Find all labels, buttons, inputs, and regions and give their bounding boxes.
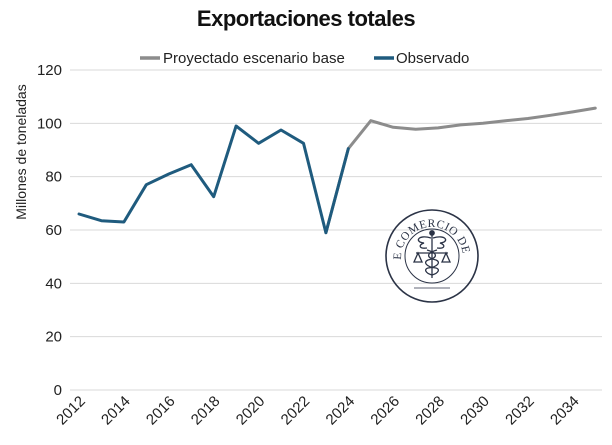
y-tick-label-100: 100 (37, 115, 62, 132)
x-tick-label-2018: 2018 (188, 393, 224, 429)
y-tick-label-20: 20 (45, 329, 62, 346)
x-tick-label-2032: 2032 (502, 393, 538, 429)
y-tick-label-0: 0 (54, 382, 62, 399)
x-tick-label-2022: 2022 (278, 393, 314, 429)
y-axis-label: Millones de toneladas (13, 84, 29, 219)
y-tick-label-40: 40 (45, 275, 62, 292)
x-tick-label-2024: 2024 (323, 393, 359, 429)
seal-inner-ring (404, 228, 460, 284)
x-tick-label-2030: 2030 (457, 393, 493, 429)
x-tick-label-2016: 2016 (143, 393, 179, 429)
legend-label-projected: Proyectado escenario base (163, 50, 345, 67)
y-tick-label-60: 60 (45, 222, 62, 239)
x-tick-label-2026: 2026 (367, 393, 403, 429)
x-tick-label-2028: 2028 (412, 393, 448, 429)
caduceus-icon (412, 230, 452, 278)
gridlines (70, 69, 602, 391)
y-tick-labels: 0 20 40 60 80 100 120 (37, 62, 62, 399)
series-lines (77, 106, 597, 235)
legend: Proyectado escenario base Observado (140, 50, 469, 67)
x-tick-label-2020: 2020 (233, 393, 269, 429)
x-tick-labels: 2012 2014 2016 2018 2020 2022 2024 2026 2028 2030… (53, 393, 582, 429)
bolsa-de-comercio-de-rosario-seal: BOLSA DE COMERCIO DE ROSARIO (385, 209, 479, 303)
series-line-observed (77, 124, 350, 235)
x-tick-label-2014: 2014 (98, 393, 134, 429)
y-tick-label-80: 80 (45, 169, 62, 186)
legend-label-observed: Observado (396, 50, 469, 67)
series-line-projected (324, 106, 597, 235)
x-tick-label-2034: 2034 (547, 393, 583, 429)
seal-outer-ring (385, 209, 479, 303)
chart-title: Exportaciones totales (196, 6, 416, 31)
y-tick-label-120: 120 (37, 62, 62, 79)
